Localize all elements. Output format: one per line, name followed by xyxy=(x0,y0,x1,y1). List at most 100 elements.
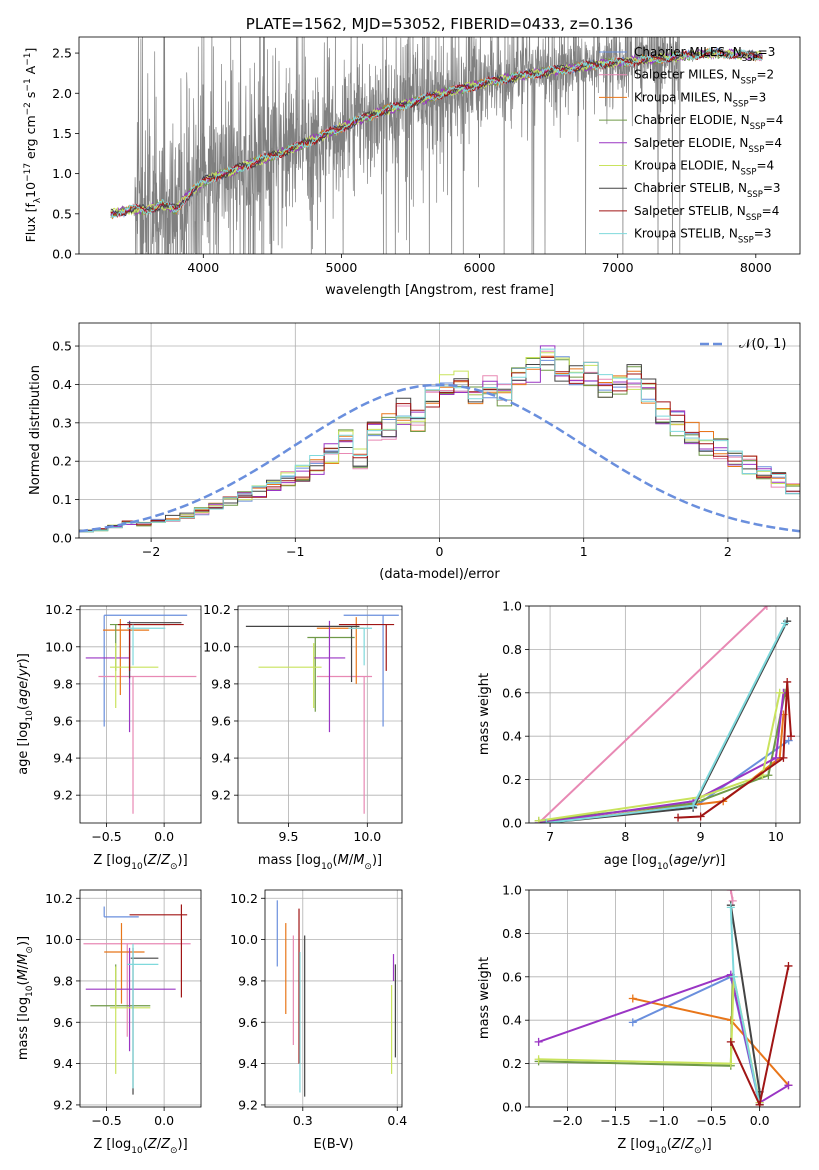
label-part: )] xyxy=(715,853,725,868)
grid xyxy=(265,890,402,1107)
label-part: Z [log xyxy=(617,1137,655,1152)
y-tick-label: 9.2 xyxy=(238,1097,258,1112)
axes-spectrum: 4000 5000 6000 7000 8000 0.0 0.5 1.0 1.5 2.0 2.5 xyxy=(52,36,801,275)
legend-text: Chabrier STELIB, N xyxy=(634,181,747,195)
legend-text: =4 xyxy=(762,204,780,218)
axes-age_vs_z: −0.5 0.0 9.2 9.4 9.6 9.8 10.0 10.2 xyxy=(45,602,202,844)
label-part: yr xyxy=(701,853,717,868)
weight-marker-salpeter_stelib xyxy=(674,813,683,822)
legend-label-kroupa_elodie: Kroupa ELODIE, NSSP=4 xyxy=(634,159,774,178)
y-tick-label: 1.0 xyxy=(502,883,522,898)
label-part: Z [log xyxy=(93,1137,131,1152)
weight-line-chabrier_miles xyxy=(632,975,761,1106)
label-part: Z xyxy=(684,1137,695,1152)
x-tick-label: 4000 xyxy=(187,260,219,275)
y-tick-label: 0.4 xyxy=(52,377,72,392)
weight-marker-kroupa_elodie xyxy=(534,816,543,823)
y-tick-label: 0.6 xyxy=(502,969,522,984)
label-part: E(B-V) xyxy=(313,1137,353,1152)
label-part: / xyxy=(16,676,31,681)
plot-area xyxy=(534,606,795,823)
y-tick-label: 0.0 xyxy=(52,247,72,262)
y-tick-label: 9.8 xyxy=(211,676,231,691)
y-tick-label: 10.0 xyxy=(45,639,73,654)
weight-marker-salpeter_miles xyxy=(762,606,771,610)
y-tick-label: 9.8 xyxy=(53,676,73,691)
grid xyxy=(238,606,402,823)
x-tick-label: 0 xyxy=(436,544,444,559)
axes-frame xyxy=(78,322,801,539)
weight-marker-salpeter_stelib xyxy=(726,1037,735,1046)
y-tick-label: 0.5 xyxy=(52,339,72,354)
frame: 7 8 9 10 0.0 0.2 0.4 0.6 0.8 1.0 xyxy=(502,599,801,844)
legend-sub: SSP xyxy=(738,236,754,246)
label-part: age [log xyxy=(16,722,31,775)
hist-step-chabrier_miles xyxy=(79,356,800,533)
y-tick-label: 0.2 xyxy=(502,1056,522,1071)
x-tick-label: −1.0 xyxy=(648,1113,678,1128)
label-part: M xyxy=(353,853,364,868)
model-line-salpeter_stelib xyxy=(110,47,763,218)
label-part: )] xyxy=(372,853,382,868)
label-part: age xyxy=(16,681,31,705)
mass_vs_ebv-xlabel: E(B-V) xyxy=(313,1137,353,1152)
label-part: ( xyxy=(333,853,338,868)
legend-sub: SSP xyxy=(742,54,758,64)
residuals-ylabel: Normed distribution xyxy=(28,365,43,495)
x-tick-label: 9 xyxy=(697,829,705,844)
label-part: ⊙ xyxy=(25,946,35,954)
mass_vs_z-xlabel: Z [log10(Z/Z⊙)] xyxy=(93,1137,187,1156)
legend-label-chabrier_stelib: Chabrier STELIB, NSSP=3 xyxy=(634,181,781,200)
plot-area xyxy=(276,900,396,1097)
label-part: 10 xyxy=(131,1146,143,1156)
y-tick-label: 9.4 xyxy=(211,751,231,766)
normal-curve xyxy=(79,383,800,533)
y-tick-label: 9.2 xyxy=(53,1097,73,1112)
plot-area xyxy=(79,345,800,533)
label-part: / xyxy=(698,853,703,868)
y-tick-label: 1.0 xyxy=(502,599,522,614)
weight-line-kroupa_stelib xyxy=(546,622,786,823)
weight-marker-chabrier_miles xyxy=(628,1018,637,1027)
label-part: ( xyxy=(16,980,31,985)
hist-step-salpeter_stelib xyxy=(79,356,800,532)
y-tick-label: 0.8 xyxy=(502,926,522,941)
legend-text: =4 xyxy=(764,136,782,150)
weight-line-kroupa_elodie xyxy=(538,692,781,822)
x-tick-label: 7 xyxy=(546,829,554,844)
y-tick-label: 9.6 xyxy=(53,1015,73,1030)
axes-weight_vs_z: −2.0 −1.5 −1.0 −0.5 0.0 0.0 0.2 0.4 0.6 0.8 1.0 xyxy=(502,883,801,1128)
weight-marker-salpeter_stelib xyxy=(779,753,788,762)
label-part: Z xyxy=(160,1137,171,1152)
ylabel-part: ] xyxy=(23,48,38,53)
label-part: yr xyxy=(16,662,31,678)
axes-frame xyxy=(78,36,801,255)
axes-weight_vs_age: 7 8 9 10 0.0 0.2 0.4 0.6 0.8 1.0 xyxy=(502,599,801,844)
y-tick-label: 9.4 xyxy=(53,751,73,766)
legend-text: =4 xyxy=(756,159,774,173)
mass_vs_z-ylabel: mass [log10(M/M⊙)] xyxy=(16,936,35,1060)
label-part: )] xyxy=(178,853,188,868)
grid xyxy=(80,890,201,1107)
ylabel-part: −1 xyxy=(23,53,33,66)
legend-sub: SSP xyxy=(733,99,749,109)
label-part: )] xyxy=(702,1137,712,1152)
legend-text: Kroupa STELIB, N xyxy=(634,227,738,241)
residuals-xlabel: (data-model)/error xyxy=(379,567,500,582)
legend-sub: SSP xyxy=(741,77,757,87)
legend-text: =3 xyxy=(763,181,781,195)
y-tick-label: 2.0 xyxy=(52,86,72,101)
y-tick-label: 2.5 xyxy=(52,46,72,61)
y-tick-label: 0.5 xyxy=(52,206,72,221)
x-tick-label: 2 xyxy=(724,544,732,559)
y-tick-label: 10.2 xyxy=(203,602,231,617)
weight-marker-salpeter_miles xyxy=(726,890,735,894)
label-part: age xyxy=(673,853,697,868)
frame: 0.3 0.4 9.2 9.4 9.6 9.8 10.0 10.2 xyxy=(230,889,407,1128)
weight-marker-kroupa_stelib xyxy=(729,972,738,981)
weight-marker-salpeter_elodie xyxy=(771,753,780,762)
label-part: 10 xyxy=(657,862,669,872)
y-tick-label: 0.4 xyxy=(502,729,522,744)
label-part: 10 xyxy=(25,985,35,997)
y-tick-label: 0.0 xyxy=(502,1100,522,1115)
